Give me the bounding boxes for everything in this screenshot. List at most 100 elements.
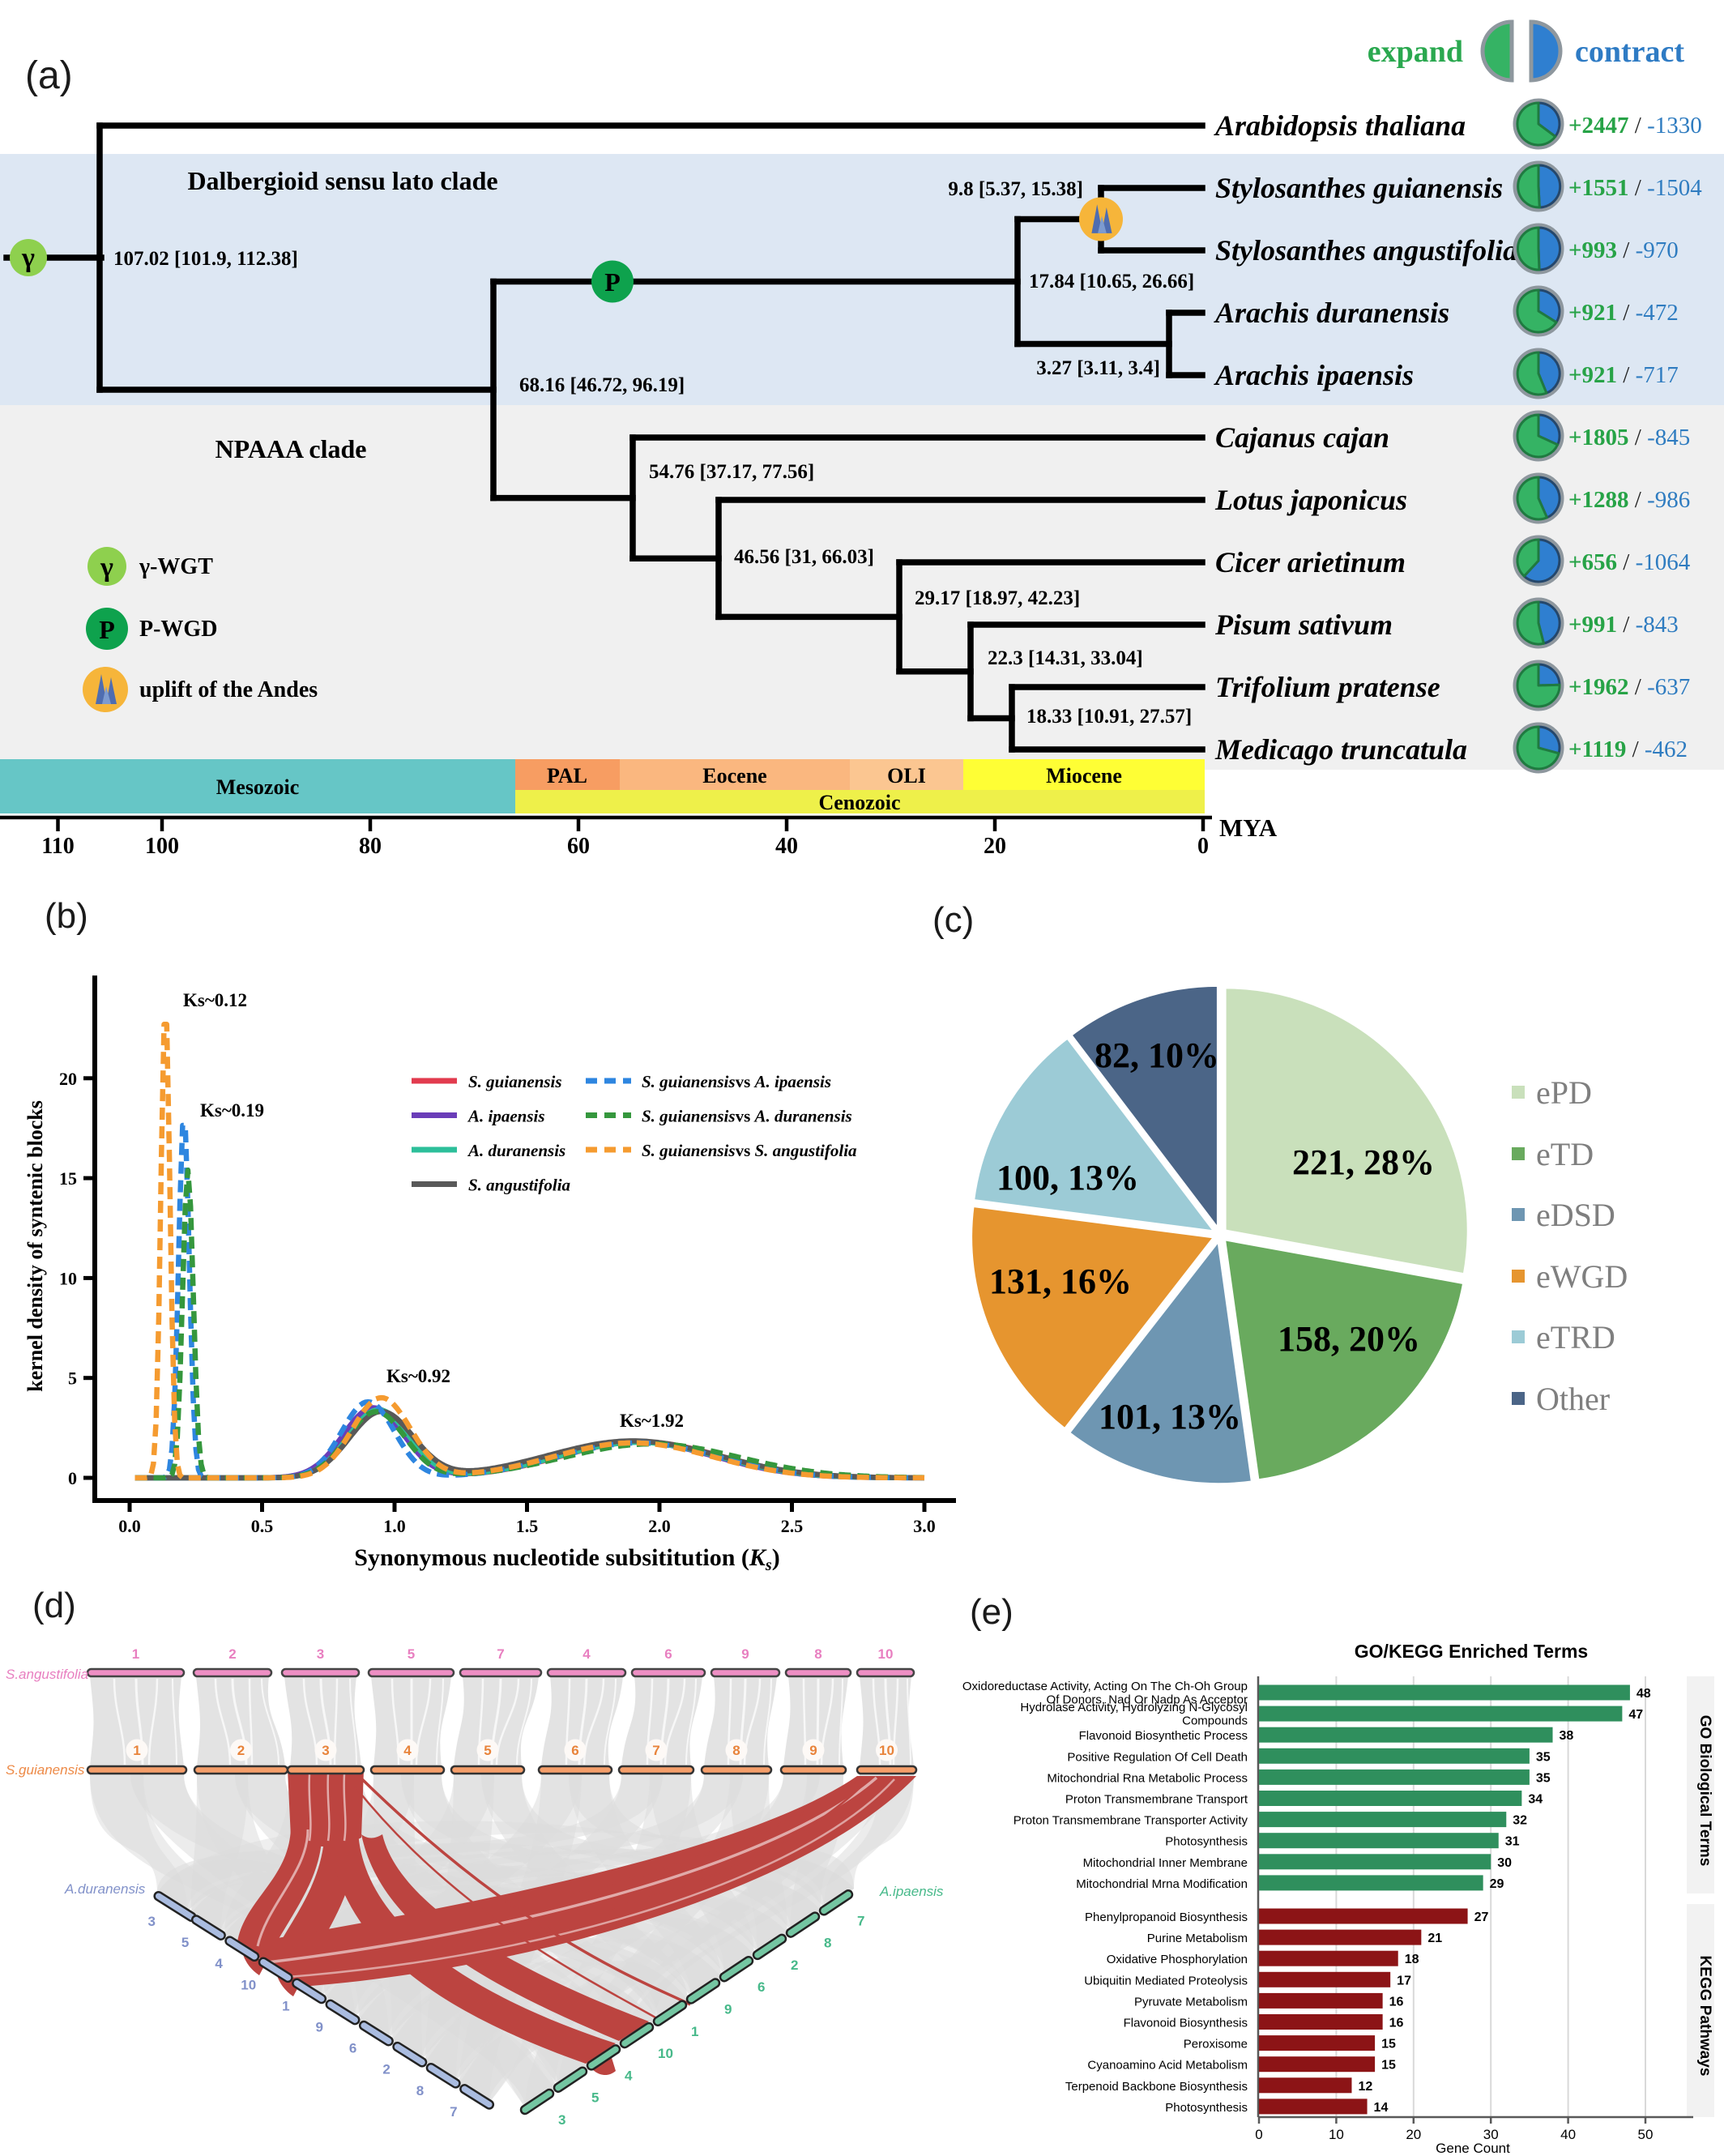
svg-text:1.5: 1.5 (516, 1516, 539, 1536)
svg-text:Ks~1.92: Ks~1.92 (620, 1411, 684, 1431)
svg-text:5: 5 (68, 1368, 77, 1389)
svg-text:Peroxisome: Peroxisome (1184, 2038, 1248, 2051)
svg-text:1: 1 (691, 2024, 698, 2039)
svg-text:4: 4 (625, 2068, 633, 2083)
svg-text:Ks~0.92: Ks~0.92 (386, 1366, 450, 1386)
svg-text:Pisum sativum: Pisum sativum (1214, 608, 1393, 641)
svg-text:10: 10 (241, 1977, 256, 1992)
svg-text:Arachis ipaensis: Arachis ipaensis (1214, 359, 1414, 391)
svg-text:S.guianensis: S.guianensis (6, 1762, 85, 1778)
svg-text:Miocene: Miocene (1046, 764, 1122, 788)
svg-text:3: 3 (558, 2112, 565, 2128)
svg-text:80: 80 (359, 834, 382, 859)
svg-text:6: 6 (664, 1646, 672, 1662)
svg-text:A. ipaensis: A. ipaensis (467, 1107, 545, 1126)
svg-text:OLI: OLI (887, 764, 926, 788)
svg-text:eDSD: eDSD (1536, 1197, 1615, 1233)
svg-text:S.angustifolia: S.angustifolia (6, 1667, 88, 1682)
svg-text:+1962 / -637: +1962 / -637 (1568, 674, 1690, 700)
svg-text:15: 15 (1381, 2038, 1396, 2051)
svg-text:14: 14 (1374, 2101, 1389, 2115)
svg-text:7: 7 (652, 1743, 659, 1758)
svg-text:5: 5 (181, 1935, 189, 1950)
svg-text:31: 31 (1505, 1835, 1520, 1849)
svg-text:S. angustifolia: S. angustifolia (468, 1176, 570, 1195)
svg-text:Flavonoid Biosynthetic Process: Flavonoid Biosynthetic Process (1079, 1729, 1248, 1743)
svg-text:8: 8 (416, 2083, 424, 2098)
svg-text:Oxidative Phosphorylation: Oxidative Phosphorylation (1107, 1953, 1248, 1966)
svg-text:50: 50 (1638, 2127, 1654, 2142)
svg-text:12: 12 (1358, 2080, 1372, 2094)
svg-text:Photosynthesis: Photosynthesis (1165, 2101, 1248, 2115)
svg-text:Cyanoamino Acid Metabolism: Cyanoamino Acid Metabolism (1087, 2059, 1248, 2073)
svg-text:uplift of the Andes: uplift of the Andes (139, 677, 318, 702)
svg-text:10: 10 (1329, 2127, 1344, 2142)
svg-text:+1288 / -986: +1288 / -986 (1568, 487, 1690, 513)
svg-text:32: 32 (1513, 1814, 1527, 1828)
svg-text:17: 17 (1397, 1974, 1411, 1987)
svg-text:15: 15 (1381, 2059, 1396, 2073)
svg-text:Ks~0.12: Ks~0.12 (183, 990, 247, 1010)
svg-text:82, 10%: 82, 10% (1095, 1035, 1219, 1075)
svg-text:eTRD: eTRD (1536, 1319, 1615, 1356)
svg-text:7: 7 (497, 1646, 504, 1662)
svg-text:Trifolium pratense: Trifolium pratense (1215, 671, 1440, 703)
svg-text:16: 16 (1389, 1995, 1404, 2009)
svg-text:Purine Metabolism: Purine Metabolism (1147, 1932, 1248, 1945)
svg-text:+1551 / -1504: +1551 / -1504 (1568, 175, 1702, 201)
svg-text:10: 10 (878, 1646, 894, 1662)
svg-text:P: P (99, 615, 115, 644)
svg-text:+991 / -843: +991 / -843 (1568, 612, 1679, 638)
svg-text:NPAAA clade: NPAAA clade (216, 434, 367, 463)
svg-text:Synonymous nucleotide subsitit: Synonymous nucleotide subsititution (Ks) (354, 1544, 779, 1574)
svg-text:9: 9 (724, 2002, 732, 2017)
svg-text:4: 4 (215, 1956, 223, 1971)
svg-text:29: 29 (1490, 1877, 1504, 1891)
svg-text:68.16 [46.72, 96.19]: 68.16 [46.72, 96.19] (519, 374, 685, 396)
svg-text:221, 28%: 221, 28% (1292, 1142, 1435, 1182)
svg-text:30: 30 (1483, 2127, 1499, 2142)
svg-text:ePD: ePD (1536, 1074, 1592, 1111)
svg-text:54.76 [37.17, 77.56]: 54.76 [37.17, 77.56] (649, 461, 814, 483)
svg-text:35: 35 (1536, 1771, 1551, 1785)
svg-text:Cicer arietinum: Cicer arietinum (1215, 546, 1406, 578)
svg-text:A.ipaensis: A.ipaensis (879, 1884, 944, 1899)
svg-text:17.84 [10.65, 26.66]: 17.84 [10.65, 26.66] (1029, 271, 1194, 292)
svg-text:Phenylpropanoid Biosynthesis: Phenylpropanoid Biosynthesis (1085, 1911, 1248, 1924)
svg-text:Ks~0.19: Ks~0.19 (200, 1100, 264, 1121)
svg-text:Positive Regulation Of Cell De: Positive Regulation Of Cell Death (1067, 1750, 1248, 1764)
svg-text:+656 / -1064: +656 / -1064 (1568, 549, 1691, 575)
svg-text:0.0: 0.0 (118, 1516, 141, 1536)
svg-text:30: 30 (1497, 1856, 1512, 1870)
svg-text:+1119 / -462: +1119 / -462 (1568, 736, 1688, 762)
svg-text:(a): (a) (25, 54, 73, 97)
svg-text:100: 100 (145, 834, 179, 859)
svg-text:5: 5 (484, 1743, 491, 1758)
svg-text:20: 20 (59, 1069, 77, 1089)
svg-text:Lotus japonicus: Lotus japonicus (1214, 484, 1407, 516)
svg-text:γ: γ (21, 243, 35, 273)
svg-text:S. guianensisvs A. duranensis: S. guianensisvs A. duranensis (642, 1107, 852, 1126)
svg-text:KEGG Pathways: KEGG Pathways (1696, 1956, 1713, 2077)
svg-text:0: 0 (68, 1468, 77, 1488)
svg-text:+1805 / -845: +1805 / -845 (1568, 425, 1690, 450)
svg-text:9: 9 (316, 2020, 323, 2035)
svg-text:100, 13%: 100, 13% (996, 1158, 1139, 1198)
svg-text:+2447 / -1330: +2447 / -1330 (1568, 113, 1702, 139)
svg-text:1: 1 (282, 1998, 289, 2013)
svg-text:Stylosanthes guianensis: Stylosanthes guianensis (1215, 172, 1503, 204)
svg-text:A. duranensis: A. duranensis (467, 1141, 565, 1160)
svg-text:20: 20 (1406, 2127, 1421, 2142)
svg-text:Dalbergioid sensu lato clade: Dalbergioid sensu lato clade (187, 166, 497, 195)
svg-text:3.0: 3.0 (913, 1516, 936, 1536)
svg-text:(c): (c) (932, 900, 974, 940)
svg-text:7: 7 (450, 2104, 457, 2120)
svg-text:3: 3 (317, 1646, 324, 1662)
svg-text:+921 / -717: +921 / -717 (1568, 362, 1679, 388)
svg-text:22.3 [14.31, 33.04]: 22.3 [14.31, 33.04] (988, 647, 1143, 669)
svg-text:γ-WGT: γ-WGT (139, 554, 213, 579)
svg-text:Proton Transmembrane Transport: Proton Transmembrane Transport (1065, 1793, 1248, 1807)
svg-text:2.0: 2.0 (648, 1516, 671, 1536)
svg-text:60: 60 (567, 834, 590, 859)
svg-text:107.02 [101.9, 112.38]: 107.02 [101.9, 112.38] (113, 248, 298, 270)
